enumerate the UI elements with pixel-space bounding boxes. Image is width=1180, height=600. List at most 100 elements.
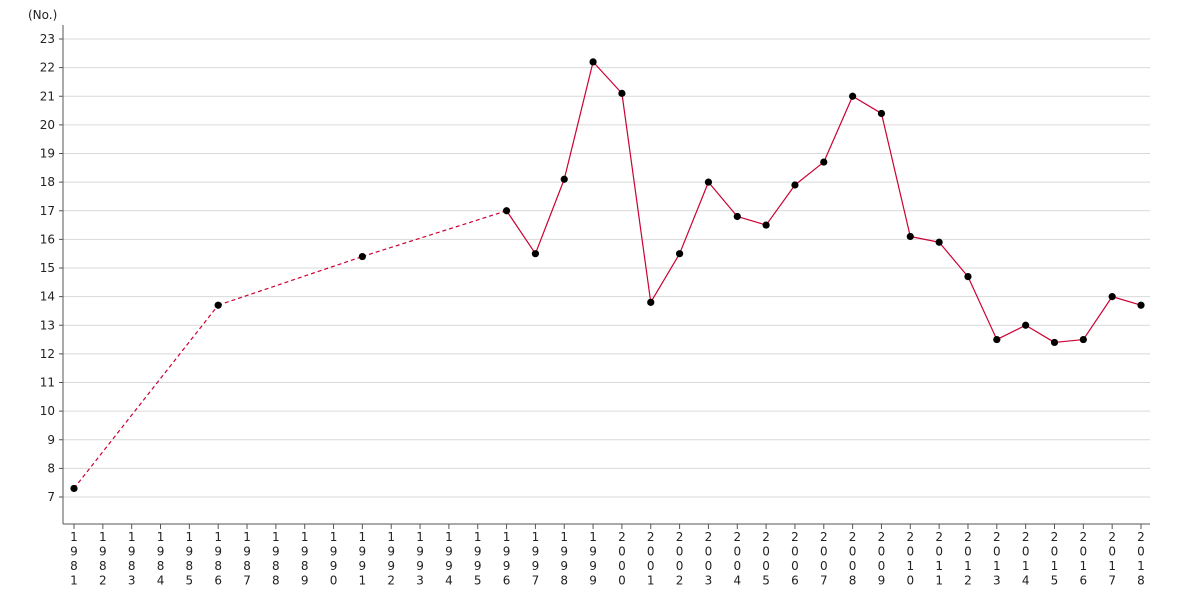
data-point [214, 301, 222, 309]
series-segment [1054, 338, 1084, 344]
data-point [531, 250, 540, 258]
data-point [589, 58, 597, 66]
series-segment [765, 184, 796, 226]
series-segment [737, 215, 767, 226]
data-point [502, 207, 511, 215]
data-point [877, 109, 886, 118]
y-axis-unit-label: (No.) [28, 8, 57, 22]
series-segment [1111, 296, 1142, 306]
y-tick-label: 13 [40, 318, 55, 332]
series-segment [563, 61, 594, 180]
data-point [704, 178, 713, 186]
series-segment [910, 235, 940, 243]
y-axis-ticks: 7 8 9 10 11 12 13 14 15 16 17 18 19 20 21 22 23 [40, 32, 63, 504]
series-segment [823, 96, 854, 163]
series-segment [621, 93, 652, 303]
series-lines [73, 61, 1142, 489]
data-point [70, 484, 78, 493]
series-segment [880, 113, 911, 237]
series-segment [679, 181, 709, 254]
y-tick-label: 9 [47, 433, 55, 447]
series-segment-dashed [217, 255, 363, 306]
series-segment [707, 181, 738, 217]
series-segment [650, 253, 681, 303]
series-segment-dashed [73, 304, 219, 489]
series-segment [967, 276, 998, 340]
data-point [1022, 321, 1030, 329]
series-segment [1025, 324, 1055, 343]
data-point [733, 212, 741, 221]
y-tick-label: 18 [40, 175, 55, 189]
data-point [1079, 335, 1087, 344]
series-segment-dashed [362, 210, 507, 258]
series-segment [794, 161, 825, 186]
data-point [358, 252, 366, 261]
y-tick-label: 20 [40, 118, 55, 132]
data-point [675, 250, 684, 258]
series-segment [1082, 296, 1113, 340]
y-tick-label: 23 [40, 32, 55, 46]
y-tick-label: 21 [40, 89, 55, 103]
y-tick-label: 10 [40, 404, 55, 418]
y-tick-label: 8 [47, 461, 55, 475]
data-point [1137, 301, 1145, 309]
y-tick-label: 16 [40, 232, 55, 246]
y-tick-label: 7 [47, 490, 55, 504]
data-point [1050, 338, 1059, 347]
y-tick-label: 15 [40, 261, 55, 275]
y-tick-label: 22 [40, 61, 55, 75]
series-segment [534, 179, 565, 254]
data-point [906, 232, 914, 241]
data-point [849, 92, 857, 100]
data-point [935, 238, 943, 246]
data-point [560, 175, 568, 183]
series-segment [592, 61, 623, 94]
data-point [762, 221, 770, 229]
data-point [791, 181, 799, 189]
y-tick-label: 17 [40, 204, 55, 218]
y-tick-label: 12 [40, 347, 55, 361]
axes [62, 25, 1150, 525]
y-tick-label: 11 [40, 376, 55, 390]
series-segment [506, 210, 536, 255]
data-point [618, 89, 626, 97]
data-point [820, 158, 828, 166]
x-axis-ticks: 1 9 8 1 1 9 8 2 1 9 8 3 1 9 8 4 1 9 8 5 1 9 8 6 1 9 8 7 1 9 8 8 1 9 8 9 1 9 9 0… [70, 524, 1145, 588]
data-point [964, 272, 972, 281]
gridlines [63, 38, 1150, 498]
data-point [1108, 293, 1116, 301]
y-tick-label: 19 [40, 147, 55, 161]
